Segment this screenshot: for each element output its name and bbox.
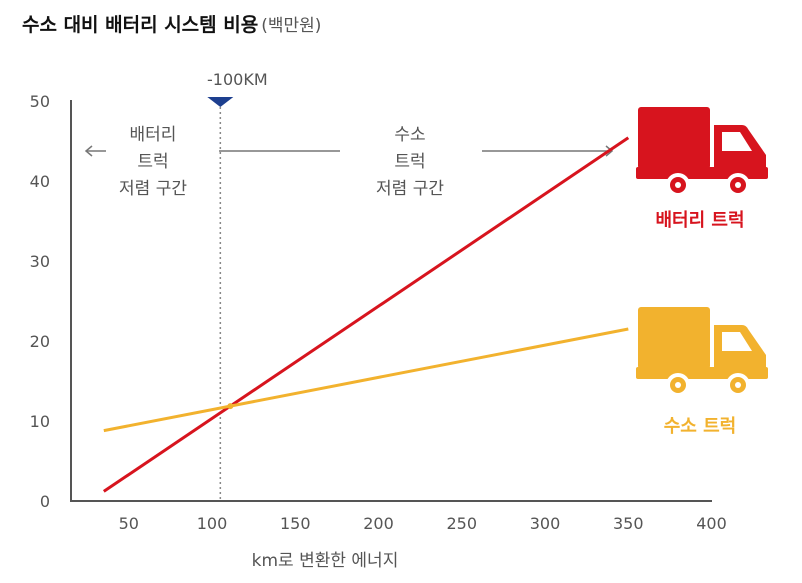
x-tick-labels: 50 100 150 200 250 300 350 400 [119, 514, 727, 533]
x-axis-label: km로 변환한 에너지 [252, 551, 399, 571]
y-tick-label: 30 [30, 252, 50, 271]
x-tick-label: 350 [613, 514, 644, 533]
right-zone-arrow-icon [605, 145, 614, 157]
title-unit: (백만원) [261, 16, 322, 36]
x-tick-label: 400 [696, 514, 727, 533]
y-tick-label: 10 [30, 412, 50, 431]
x-tick-label: 100 [197, 514, 228, 533]
left-zone-line-1: 배터리 [130, 125, 177, 145]
series-line-battery [102, 136, 630, 493]
y-tick-labels: 0 10 20 30 40 50 [30, 92, 50, 511]
x-tick-label: 250 [446, 514, 477, 533]
series-line-hydrogen [103, 327, 629, 433]
chart-title: 수소 대비 배터리 시스템 비용 (백만원) [22, 10, 321, 37]
right-zone-line-3: 저렴 구간 [376, 179, 444, 199]
x-tick-label: 200 [363, 514, 394, 533]
y-tick-label: 0 [40, 492, 50, 511]
right-zone-line-1: 수소 [394, 125, 425, 145]
crossover-point [227, 403, 234, 410]
crossover-marker [207, 97, 234, 107]
x-tick-label: 150 [280, 514, 311, 533]
series-group [102, 136, 630, 493]
y-tick-label: 40 [30, 172, 50, 191]
left-zone-line-2: 트럭 [137, 152, 168, 172]
hydrogen-truck-icon [636, 307, 768, 397]
x-tick-label: 50 [119, 514, 139, 533]
right-zone-annotation: 수소 트럭 저렴 구간 [219, 125, 614, 199]
left-zone-line-3: 저렴 구간 [119, 179, 187, 199]
left-zone-arrow-icon [84, 145, 93, 157]
y-tick-label: 50 [30, 92, 50, 111]
title-main: 수소 대비 배터리 시스템 비용 [22, 14, 259, 36]
legend-hydrogen-label: 수소 트럭 [664, 416, 737, 437]
y-tick-label: 20 [30, 332, 50, 351]
x-tick-label: 300 [530, 514, 561, 533]
crossover-label: -100KM [207, 70, 268, 89]
left-zone-annotation: 배터리 트럭 저렴 구간 [84, 125, 187, 199]
right-zone-line-2: 트럭 [394, 152, 425, 172]
battery-truck-icon [636, 107, 768, 197]
legend-battery-label: 배터리 트럭 [655, 210, 744, 231]
